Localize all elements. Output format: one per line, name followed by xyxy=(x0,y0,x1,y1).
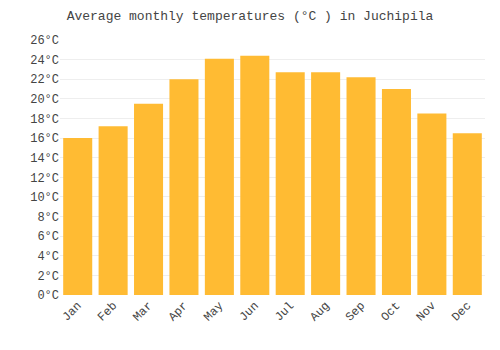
svg-text:20°C: 20°C xyxy=(30,93,59,107)
svg-text:8°C: 8°C xyxy=(37,211,59,225)
svg-text:Oct: Oct xyxy=(378,299,403,324)
svg-text:Jun: Jun xyxy=(237,299,262,324)
svg-text:Dec: Dec xyxy=(449,299,474,324)
svg-text:0°C: 0°C xyxy=(37,289,59,303)
svg-text:10°C: 10°C xyxy=(30,191,59,205)
svg-text:2°C: 2°C xyxy=(37,270,59,284)
svg-text:24°C: 24°C xyxy=(30,54,59,68)
svg-text:6°C: 6°C xyxy=(37,230,59,244)
svg-text:12°C: 12°C xyxy=(30,172,59,186)
svg-text:Sep: Sep xyxy=(343,299,368,324)
svg-text:18°C: 18°C xyxy=(30,113,59,127)
svg-text:May: May xyxy=(201,299,226,324)
svg-text:Jul: Jul xyxy=(272,299,297,324)
svg-text:14°C: 14°C xyxy=(30,152,59,166)
svg-text:Average monthly temperatures (: Average monthly temperatures (°C ) in Ju… xyxy=(67,9,434,24)
svg-text:16°C: 16°C xyxy=(30,132,59,146)
svg-text:Apr: Apr xyxy=(166,299,191,324)
svg-text:Mar: Mar xyxy=(130,299,155,324)
svg-text:26°C: 26°C xyxy=(30,34,59,48)
svg-text:Jan: Jan xyxy=(60,299,85,324)
svg-text:4°C: 4°C xyxy=(37,250,59,264)
svg-text:Aug: Aug xyxy=(308,299,333,324)
svg-text:Feb: Feb xyxy=(95,299,120,324)
svg-text:Nov: Nov xyxy=(414,299,439,324)
svg-text:22°C: 22°C xyxy=(30,73,59,87)
